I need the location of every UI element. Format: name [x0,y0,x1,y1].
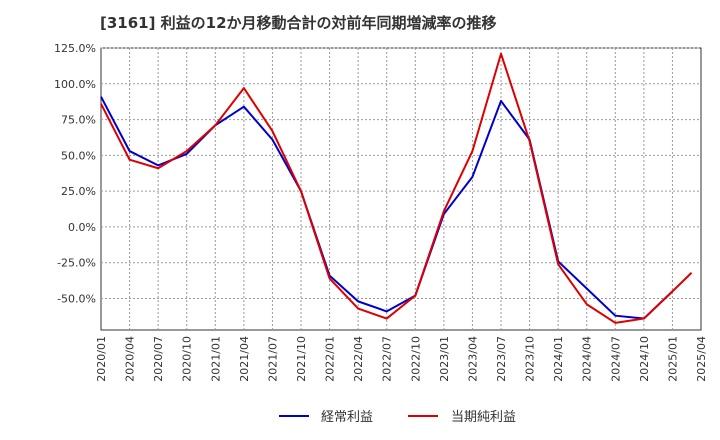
chart-title: [3161] 利益の12か月移動合計の対前年同期増減率の推移 [100,14,497,32]
y-tick-label: 125.0% [54,42,96,55]
x-tick-label: 2022/01 [324,336,337,382]
legend: 経常利益 当期純利益 [279,410,516,425]
y-tick-label: 25.0% [61,185,96,198]
x-tick-label: 2021/10 [295,336,308,382]
x-tick-label: 2022/04 [352,336,365,382]
x-tick-label: 2024/10 [638,336,651,382]
y-tick-label: 100.0% [54,78,96,91]
plot-area [100,47,702,331]
legend-label-0: 経常利益 [321,410,373,425]
x-tick-label: 2021/04 [238,336,251,382]
x-tick-label: 2020/01 [95,336,108,382]
x-tick-label: 2022/10 [409,336,422,382]
series-line-0 [100,96,674,320]
x-tick-label: 2020/10 [181,336,194,382]
legend-label-1: 当期純利益 [451,410,516,425]
x-tick-label: 2020/07 [152,336,165,382]
x-tick-label: 2023/04 [466,336,479,382]
y-tick-label: 50.0% [61,149,96,162]
x-tick-label: 2024/01 [552,336,565,382]
x-tick-label: 2023/07 [495,336,508,382]
x-tick-label: 2023/01 [438,336,451,382]
x-tick-label: 2022/07 [381,336,394,382]
x-tick-label: 2023/10 [524,336,537,382]
x-tick-label: 2025/04 [695,336,708,382]
x-axis: 2020/01 2020/04 2020/07 2020/10 2021/01 2021/… [95,336,708,382]
x-tick-label: 2021/07 [266,336,279,382]
y-tick-label: -50.0% [57,293,96,306]
x-tick-label: 2024/04 [581,336,594,382]
x-tick-label: 2024/07 [609,336,622,382]
x-tick-label: 2025/01 [666,336,679,382]
series-layer [100,52,693,324]
series-line-1 [100,52,693,324]
y-tick-label: -25.0% [57,257,96,270]
y-axis: 125.0% 100.0% 75.0% 50.0% 25.0% 0.0% -25.0% -50… [54,42,96,306]
x-tick-label: 2021/01 [209,336,222,382]
grid-layer [101,47,701,330]
y-tick-label: 0.0% [68,221,96,234]
x-tick-label: 2020/04 [124,336,137,382]
y-tick-label: 75.0% [61,114,96,127]
